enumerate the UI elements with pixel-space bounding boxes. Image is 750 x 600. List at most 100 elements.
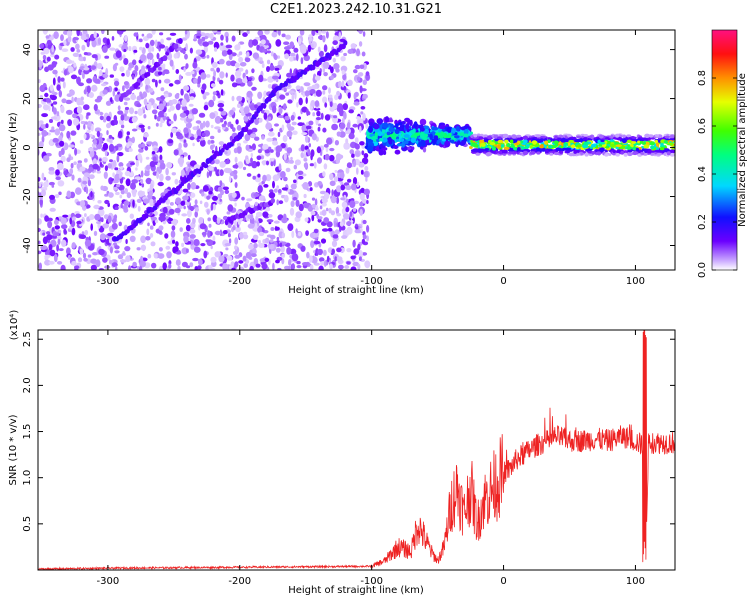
spectrogram-cell bbox=[245, 158, 250, 164]
spectrogram-cell bbox=[106, 130, 109, 136]
spectrogram-cell bbox=[347, 49, 354, 54]
spectrogram-cell bbox=[321, 202, 327, 207]
spectrogram-cell bbox=[243, 126, 249, 133]
spectrogram-cell bbox=[82, 30, 87, 35]
x-tick-label: -300 bbox=[97, 276, 120, 287]
spectrogram-cell bbox=[265, 174, 272, 182]
spectrogram-cell bbox=[175, 197, 182, 205]
spectrogram-cell bbox=[566, 134, 573, 137]
spectrogram-cell bbox=[359, 125, 362, 133]
spectrogram-cell bbox=[497, 144, 502, 149]
spectrogram-cell bbox=[258, 231, 265, 237]
spectrogram-cell bbox=[274, 188, 278, 193]
spectrogram-cell bbox=[326, 221, 333, 228]
spectrogram-cell bbox=[307, 148, 311, 156]
spectrogram-cell bbox=[335, 157, 341, 164]
spectrogram-cell bbox=[231, 267, 236, 270]
spectrogram-cell bbox=[225, 72, 228, 78]
spectrogram-cell bbox=[667, 140, 674, 143]
spectrogram-cell bbox=[640, 151, 645, 155]
spectrogram-cell bbox=[297, 122, 305, 127]
spectrogram-cell bbox=[66, 30, 73, 37]
spectrogram-cell bbox=[145, 164, 151, 170]
spectrogram-cell bbox=[54, 232, 60, 237]
spectrogram-cell bbox=[58, 150, 62, 158]
spectrogram-cell bbox=[261, 263, 268, 270]
spectrogram-cell bbox=[228, 53, 233, 61]
spectrogram-cell bbox=[48, 260, 55, 265]
spectrogram-cell bbox=[239, 106, 244, 113]
spectrogram-cell bbox=[214, 166, 218, 172]
spectrogram-cell bbox=[346, 221, 352, 226]
spectrogram-cell bbox=[173, 149, 179, 156]
spectrogram-cell bbox=[73, 62, 77, 68]
spectrogram-cell bbox=[345, 138, 349, 144]
spectrogram-cell bbox=[346, 162, 352, 169]
spectrogram-cell bbox=[317, 216, 323, 220]
spectrogram-cell bbox=[576, 144, 582, 148]
spectrogram-cell bbox=[644, 133, 650, 138]
spectrogram-cell bbox=[96, 221, 102, 225]
spectrogram-cell bbox=[363, 153, 369, 159]
spectrogram-cell bbox=[307, 44, 312, 53]
spectrogram-cell bbox=[552, 144, 557, 149]
spectrogram-cell bbox=[192, 217, 196, 225]
spectrogram-cell bbox=[230, 123, 234, 130]
spectrogram-cell bbox=[149, 160, 156, 168]
spectrogram-cell bbox=[166, 37, 172, 41]
spectrogram-cell bbox=[336, 247, 342, 253]
spectrogram-cell bbox=[175, 103, 181, 111]
spectrogram-cell bbox=[234, 70, 242, 78]
spectrogram-cell bbox=[228, 175, 232, 183]
spectrogram-cell bbox=[157, 181, 164, 187]
spectrogram-cell bbox=[169, 32, 177, 36]
spectrogram-cell bbox=[324, 153, 330, 161]
spectrogram-cell bbox=[308, 143, 311, 148]
spectrogram-cell bbox=[138, 265, 143, 270]
spectrogram-cell bbox=[278, 200, 284, 205]
spectrogram-cell bbox=[656, 152, 663, 156]
spectrogram-cell bbox=[91, 39, 97, 48]
spectrogram-cell bbox=[109, 47, 116, 51]
spectrogram-cell bbox=[336, 196, 340, 204]
spectrogram-cell bbox=[324, 114, 331, 121]
spectrogram-cell bbox=[93, 78, 101, 84]
spectrogram-cell bbox=[178, 74, 182, 82]
y-tick-label: 0 bbox=[22, 144, 33, 150]
spectrogram-cell bbox=[46, 234, 53, 241]
spectrogram-cell bbox=[354, 91, 359, 98]
spectrogram-cell bbox=[329, 263, 333, 270]
spectrogram-cell bbox=[419, 124, 424, 128]
spectrogram-cell bbox=[206, 171, 210, 179]
spectrogram-cell bbox=[38, 262, 42, 270]
spectrogram-cell bbox=[321, 228, 329, 232]
spectrogram-cell bbox=[604, 153, 609, 157]
spectrogram-cell bbox=[182, 195, 189, 201]
spectrogram-cell bbox=[237, 30, 244, 34]
spectrogram-cell bbox=[320, 238, 327, 244]
spectrogram-cell bbox=[214, 115, 222, 124]
spectrogram-cell bbox=[339, 122, 346, 130]
spectrogram-cell bbox=[108, 134, 113, 139]
spectrogram-cell bbox=[111, 36, 115, 41]
spectrogram-cell bbox=[123, 81, 129, 86]
spectrogram-cell bbox=[283, 213, 287, 221]
spectrogram-cell bbox=[321, 209, 327, 216]
spectrogram-cell bbox=[663, 140, 669, 144]
spectrogram-cell bbox=[92, 163, 99, 170]
spectrogram-cell bbox=[281, 232, 286, 239]
spectrogram-cell bbox=[155, 122, 159, 127]
spectrogram-cell bbox=[67, 35, 72, 43]
spectrogram-cell bbox=[162, 63, 166, 68]
spectrogram-cell bbox=[163, 93, 169, 98]
spectrogram-cell bbox=[247, 80, 253, 87]
spectrogram-cell bbox=[144, 171, 150, 177]
spectrogram-cell bbox=[124, 188, 128, 194]
spectrogram-cell bbox=[101, 83, 107, 87]
spectrogram-cell bbox=[317, 248, 323, 256]
spectrogram-cell bbox=[132, 199, 135, 208]
spectrogram-cell bbox=[310, 152, 313, 161]
spectrogram-cell bbox=[344, 100, 348, 104]
snr-panel: -300 -200 -100 0 100 0.5 1.0 1.5 2.0 2.5 Height … bbox=[8, 310, 676, 596]
spectrogram-cell bbox=[91, 54, 98, 59]
